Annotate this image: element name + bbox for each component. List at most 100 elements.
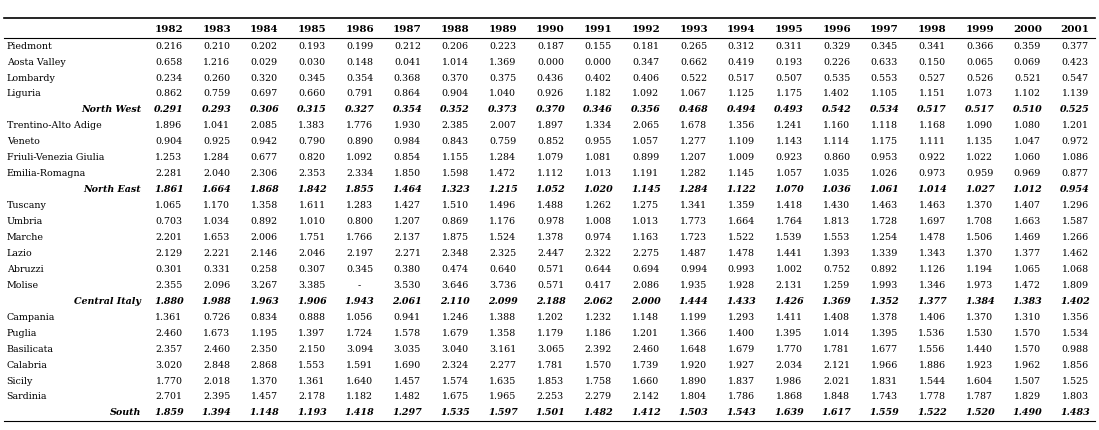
Text: Piedmont: Piedmont xyxy=(7,42,53,50)
Text: 1994: 1994 xyxy=(726,25,756,34)
Text: 1.352: 1.352 xyxy=(869,296,899,305)
Text: 1.012: 1.012 xyxy=(1012,185,1042,194)
Text: 1.463: 1.463 xyxy=(919,201,945,209)
Text: 1.014: 1.014 xyxy=(442,58,468,66)
Text: Abruzzi: Abruzzi xyxy=(7,264,43,273)
Text: 0.547: 0.547 xyxy=(1062,74,1089,82)
Text: 1.679: 1.679 xyxy=(728,344,755,353)
Text: 1.507: 1.507 xyxy=(1014,376,1041,384)
Text: 2.334: 2.334 xyxy=(346,169,374,178)
Text: 0.354: 0.354 xyxy=(346,74,374,82)
Text: 1.020: 1.020 xyxy=(584,185,613,194)
Text: 1.361: 1.361 xyxy=(155,312,182,321)
Text: 1999: 1999 xyxy=(965,25,995,34)
Text: 0.327: 0.327 xyxy=(345,105,375,114)
Text: 2.350: 2.350 xyxy=(251,344,278,353)
Text: 1.207: 1.207 xyxy=(393,217,421,225)
Text: 1.770: 1.770 xyxy=(155,376,182,384)
Text: 1.034: 1.034 xyxy=(203,217,230,225)
Text: 0.507: 0.507 xyxy=(776,74,802,82)
Text: 0.978: 0.978 xyxy=(537,217,564,225)
Text: 1.070: 1.070 xyxy=(774,185,803,194)
Text: 2.353: 2.353 xyxy=(298,169,325,178)
Text: 1.186: 1.186 xyxy=(585,328,612,337)
Text: 0.922: 0.922 xyxy=(919,153,945,162)
Text: Campania: Campania xyxy=(7,312,55,321)
Text: 1.163: 1.163 xyxy=(632,233,659,241)
Text: 0.312: 0.312 xyxy=(728,42,755,50)
Text: 1.535: 1.535 xyxy=(441,408,470,416)
Text: 0.206: 0.206 xyxy=(442,42,468,50)
Text: 1.510: 1.510 xyxy=(442,201,468,209)
Text: 2.040: 2.040 xyxy=(203,169,230,178)
Text: Puglia: Puglia xyxy=(7,328,37,337)
Text: 1.478: 1.478 xyxy=(919,233,945,241)
Text: Molise: Molise xyxy=(7,280,38,289)
Text: 1.194: 1.194 xyxy=(966,264,993,273)
Text: 0.212: 0.212 xyxy=(393,42,421,50)
Text: 1.013: 1.013 xyxy=(585,169,612,178)
Text: 1.080: 1.080 xyxy=(1014,121,1041,130)
Text: 1.853: 1.853 xyxy=(537,376,564,384)
Text: 1.073: 1.073 xyxy=(966,89,993,98)
Text: 1.766: 1.766 xyxy=(346,233,374,241)
Text: 1.524: 1.524 xyxy=(489,233,517,241)
Text: 1.776: 1.776 xyxy=(346,121,374,130)
Text: 1.366: 1.366 xyxy=(680,328,708,337)
Text: Lazio: Lazio xyxy=(7,249,32,257)
Text: 2.006: 2.006 xyxy=(251,233,278,241)
Text: 2.868: 2.868 xyxy=(251,360,278,369)
Text: 1.544: 1.544 xyxy=(919,376,945,384)
Text: 1.105: 1.105 xyxy=(870,89,898,98)
Text: 0.941: 0.941 xyxy=(393,312,421,321)
Text: Marche: Marche xyxy=(7,233,44,241)
Text: 0.380: 0.380 xyxy=(393,264,421,273)
Text: 0.553: 0.553 xyxy=(870,74,898,82)
Text: 0.517: 0.517 xyxy=(965,105,995,114)
Text: 1.284: 1.284 xyxy=(679,185,709,194)
Text: 2.460: 2.460 xyxy=(632,344,659,353)
Text: 1.675: 1.675 xyxy=(442,392,468,400)
Text: 0.311: 0.311 xyxy=(776,42,802,50)
Text: 1.574: 1.574 xyxy=(442,376,468,384)
Text: 0.860: 0.860 xyxy=(823,153,851,162)
Text: Lombardy: Lombardy xyxy=(7,74,55,82)
Text: 0.226: 0.226 xyxy=(823,58,851,66)
Text: 1.478: 1.478 xyxy=(728,249,755,257)
Text: 1.057: 1.057 xyxy=(632,137,659,146)
Text: 1.370: 1.370 xyxy=(966,201,993,209)
Text: 0.258: 0.258 xyxy=(251,264,278,273)
Text: 0.315: 0.315 xyxy=(297,105,326,114)
Text: 1.145: 1.145 xyxy=(631,185,660,194)
Text: 1.008: 1.008 xyxy=(585,217,612,225)
Text: 0.697: 0.697 xyxy=(251,89,278,98)
Text: 0.517: 0.517 xyxy=(728,74,755,82)
Text: 1.855: 1.855 xyxy=(345,185,375,194)
Text: 1.427: 1.427 xyxy=(393,201,421,209)
Text: 2.385: 2.385 xyxy=(442,121,468,130)
Text: 0.494: 0.494 xyxy=(726,105,756,114)
Text: 1.081: 1.081 xyxy=(585,153,612,162)
Text: 0.307: 0.307 xyxy=(299,264,325,273)
Text: 0.306: 0.306 xyxy=(249,105,279,114)
Text: 1.170: 1.170 xyxy=(203,201,230,209)
Text: 1.809: 1.809 xyxy=(1062,280,1089,289)
Text: 2.355: 2.355 xyxy=(155,280,182,289)
Text: 1.678: 1.678 xyxy=(680,121,707,130)
Text: 2.110: 2.110 xyxy=(441,296,470,305)
Text: 1.743: 1.743 xyxy=(870,392,898,400)
Text: 3.094: 3.094 xyxy=(346,344,374,353)
Text: 0.542: 0.542 xyxy=(822,105,852,114)
Text: 1.708: 1.708 xyxy=(966,217,993,225)
Text: 1.092: 1.092 xyxy=(346,153,374,162)
Text: 0.356: 0.356 xyxy=(631,105,660,114)
Text: 1.343: 1.343 xyxy=(919,249,945,257)
Text: 1.407: 1.407 xyxy=(1014,201,1041,209)
Text: 0.852: 0.852 xyxy=(537,137,564,146)
Text: 1.061: 1.061 xyxy=(869,185,899,194)
Text: 2.046: 2.046 xyxy=(299,249,325,257)
Text: 1.660: 1.660 xyxy=(632,376,659,384)
Text: 0.291: 0.291 xyxy=(154,105,184,114)
Text: 2.150: 2.150 xyxy=(299,344,325,353)
Text: 0.988: 0.988 xyxy=(1062,344,1089,353)
